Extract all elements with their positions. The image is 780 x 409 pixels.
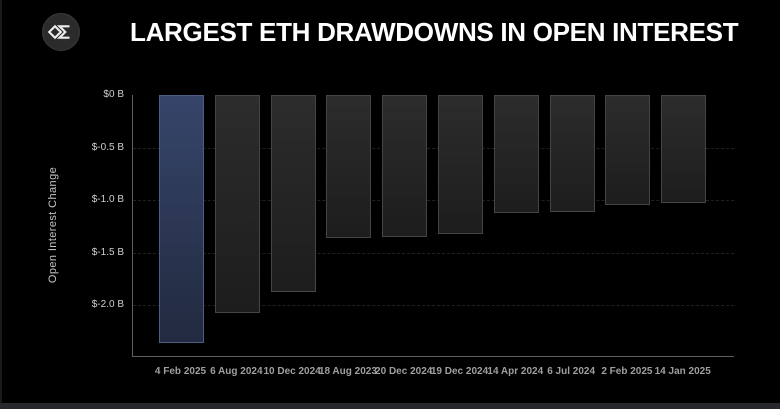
chart-bar-highlighted[interactable] [159,95,204,343]
y-axis-tick-label: $-1.5 B [91,246,124,258]
chart-bar[interactable] [270,95,316,292]
gridline [133,147,734,149]
bottom-edge-divider [0,403,780,409]
x-axis-tick-label: 6 Jul 2024 [547,366,595,377]
x-axis-tick-label: 20 Dec 2024 [375,366,433,377]
y-axis-tick-label: $-1.0 B [91,194,124,205]
plot-area [132,95,734,357]
chart-title: LARGEST ETH DRAWDOWNS IN OPEN INTEREST [130,17,739,47]
y-axis-tick-label: $0 B [103,89,124,100]
sigma-diamond-icon [47,24,70,40]
chart-bar[interactable] [661,95,707,203]
chart-bar[interactable] [438,95,483,234]
y-axis-tick-label: $-2.0 B [91,299,124,310]
gridline [133,252,734,254]
chart-bar[interactable] [214,95,260,313]
x-axis-tick-labels: 4 Feb 2025 6 Aug 2024 10 Dec 2024 18 Aug 20… [132,366,742,380]
left-edge-divider [0,0,2,409]
chart-bar[interactable] [382,95,428,237]
x-axis-tick-label: 14 Jan 2025 [654,366,711,377]
chart-bar[interactable] [326,95,372,238]
x-axis-tick-label: 19 Dec 2024 [430,366,489,377]
y-axis-tick-labels: $0 B $-0.5 B $-1.0 B $-1.5 B $-2.0 B [30,89,124,356]
chart-bar[interactable] [549,95,595,212]
gridline [133,305,734,306]
x-axis-tick-label: 10 Dec 2024 [263,366,321,377]
x-axis-tick-label: 14 Apr 2024 [487,366,544,377]
y-axis-tick-label: $-0.5 B [91,141,124,153]
x-axis-tick-label: 6 Aug 2024 [210,366,263,377]
gridline [133,200,734,201]
x-axis-tick-label: 4 Feb 2025 [154,366,207,377]
x-axis-tick-label: 2 Feb 2025 [601,366,653,377]
sigma-diamond-logo [42,13,80,51]
chart-bar[interactable] [493,95,539,213]
x-axis-tick-label: 18 Aug 2023 [318,366,377,377]
chart-bar[interactable] [605,95,651,205]
